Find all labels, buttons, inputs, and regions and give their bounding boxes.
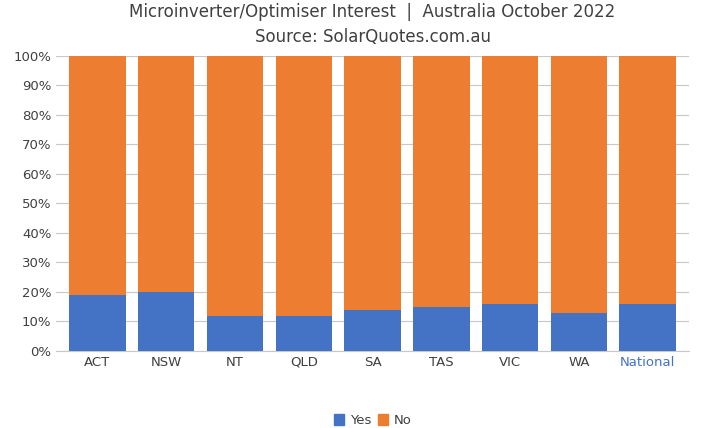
Bar xyxy=(344,56,401,309)
Bar xyxy=(207,56,263,315)
Bar xyxy=(70,295,126,351)
Bar xyxy=(482,56,538,304)
Legend: Yes, No: Yes, No xyxy=(334,414,411,427)
Bar xyxy=(138,56,195,292)
Bar xyxy=(276,315,332,351)
Bar xyxy=(276,56,332,315)
Bar xyxy=(550,312,607,351)
Bar xyxy=(619,304,676,351)
Bar xyxy=(413,306,470,351)
Bar xyxy=(619,56,676,304)
Bar xyxy=(70,56,126,295)
Bar xyxy=(138,292,195,351)
Bar xyxy=(207,315,263,351)
Bar xyxy=(413,56,470,306)
Bar xyxy=(550,56,607,312)
Bar xyxy=(482,304,538,351)
Title: Microinverter/Optimiser Interest  |  Australia October 2022
Source: SolarQuotes.: Microinverter/Optimiser Interest | Austr… xyxy=(129,3,616,46)
Bar xyxy=(344,309,401,351)
